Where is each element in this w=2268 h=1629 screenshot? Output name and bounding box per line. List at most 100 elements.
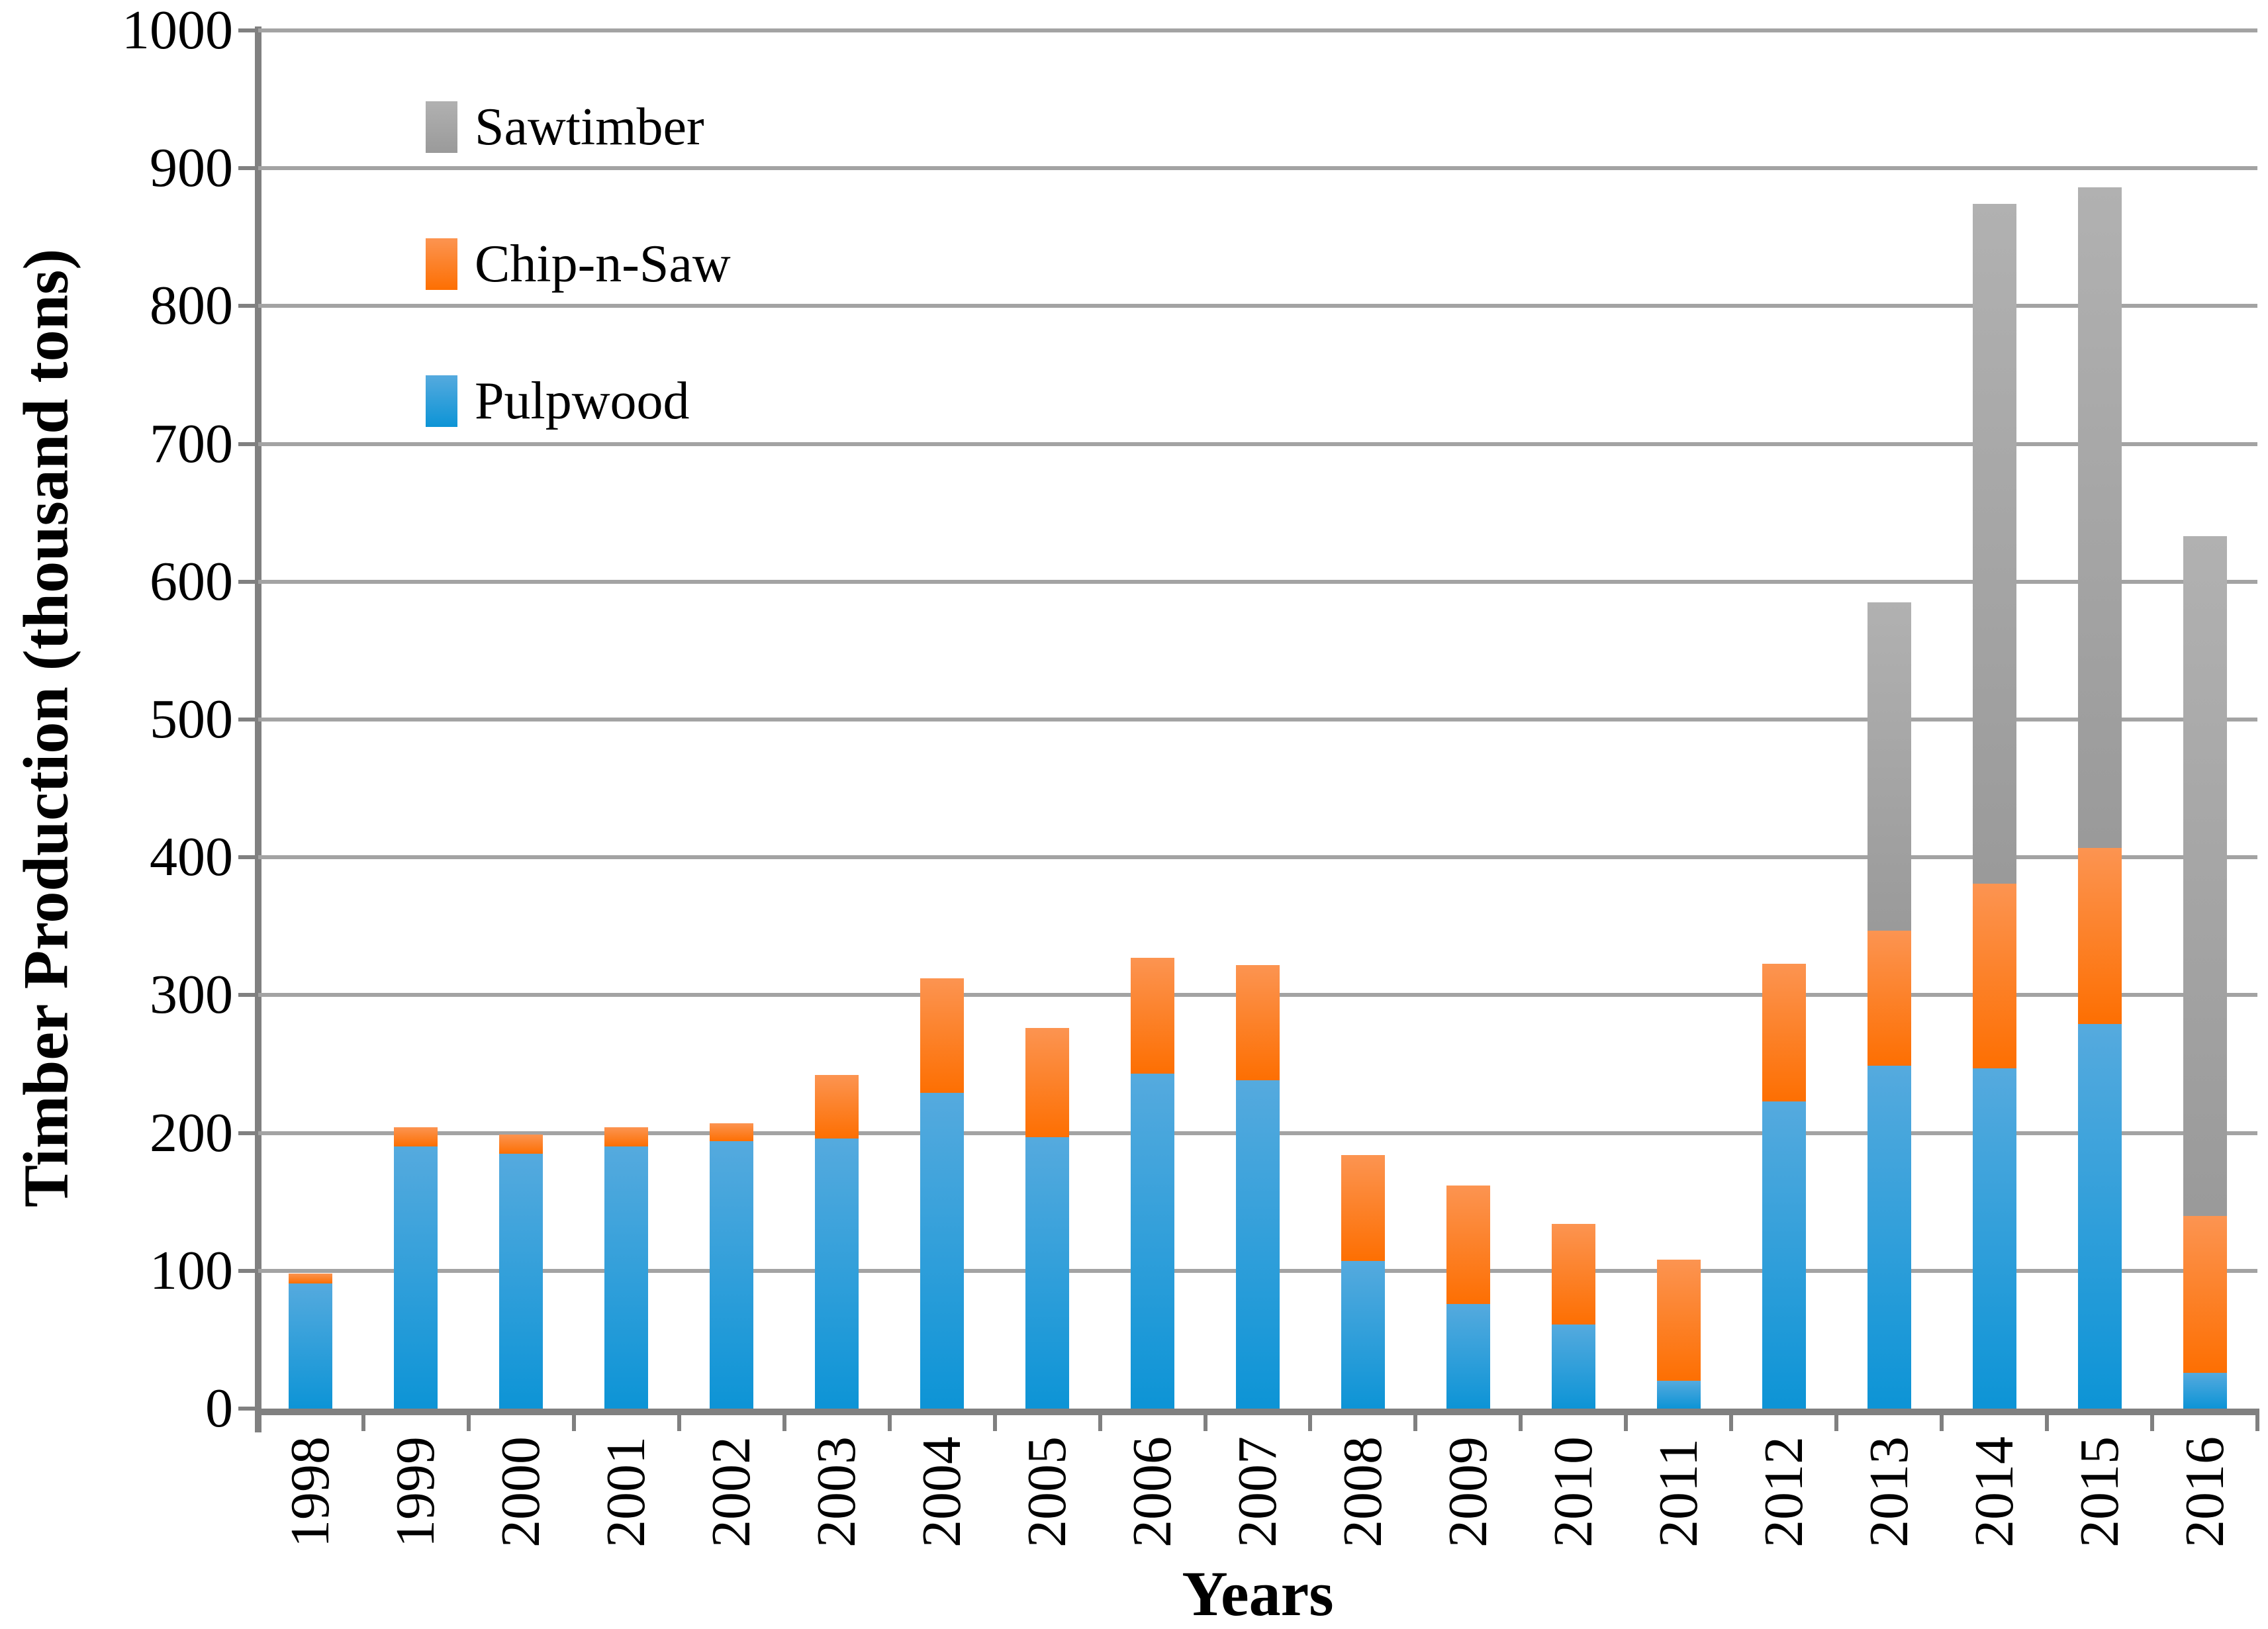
bar-segment-chip-n-saw-2012 (1762, 963, 1806, 1101)
bar-segment-chip-n-saw-2005 (1025, 1028, 1070, 1137)
x-axis-tick-label-2010: 2010 (1542, 1436, 1604, 1548)
bar-segment-chip-n-saw-2010 (1551, 1224, 1595, 1325)
x-axis-tick-label-2006: 2006 (1121, 1436, 1184, 1548)
y-axis-tick (238, 166, 258, 171)
bar-segment-pulpwood-2013 (1867, 1065, 1911, 1409)
y-axis-tick (238, 993, 258, 998)
y-axis-tick (238, 28, 258, 32)
x-axis-tick-label-1998: 1998 (279, 1436, 342, 1548)
bar-segment-chip-n-saw-2003 (815, 1075, 859, 1139)
x-axis-tick (2255, 1409, 2259, 1431)
y-axis-tick (238, 718, 258, 721)
bar-segment-pulpwood-2011 (1656, 1381, 1701, 1409)
bar-segment-pulpwood-2015 (2077, 1024, 2122, 1409)
bar-segment-pulpwood-2006 (1131, 1074, 1175, 1409)
x-axis-tick-label-2016: 2016 (2173, 1436, 2236, 1548)
bar-segment-pulpwood-2008 (1341, 1261, 1385, 1409)
x-axis-tick-label-2001: 2001 (595, 1436, 657, 1548)
bar-segment-pulpwood-2014 (1972, 1068, 2016, 1409)
legend-label: Sawtimber (475, 98, 704, 156)
legend-label: Chip-n-Saw (475, 235, 731, 293)
y-axis-tick (238, 1268, 258, 1273)
x-axis-tick (2150, 1409, 2155, 1431)
bar-segment-chip-n-saw-2011 (1656, 1260, 1701, 1381)
bar-segment-sawtimber-2013 (1867, 602, 1911, 931)
bar-segment-chip-n-saw-2014 (1972, 883, 2016, 1068)
y-axis-tick-label: 400 (150, 826, 233, 888)
bar-segment-chip-n-saw-2015 (2077, 847, 2122, 1025)
bar-segment-pulpwood-2003 (815, 1138, 859, 1409)
x-axis-tick-label-2014: 2014 (1963, 1436, 2025, 1548)
x-axis-tick (887, 1409, 892, 1431)
x-axis-tick (1308, 1409, 1313, 1431)
bar-segment-pulpwood-2010 (1551, 1324, 1595, 1409)
bar-segment-pulpwood-1998 (289, 1283, 333, 1409)
x-axis-tick (1834, 1409, 1839, 1431)
bar-segment-pulpwood-2005 (1025, 1137, 1070, 1409)
x-axis-tick (1413, 1409, 1418, 1431)
y-axis-tick-label: 300 (150, 964, 233, 1026)
x-axis-tick-label-2011: 2011 (1647, 1438, 1709, 1548)
y-axis-tick (238, 1131, 258, 1135)
bar-segment-pulpwood-2016 (2183, 1372, 2227, 1409)
y-axis-tick-label: 800 (150, 275, 233, 337)
gridline-400 (258, 855, 2257, 860)
x-axis-tick (782, 1409, 786, 1431)
x-axis-tick (256, 1409, 260, 1431)
x-axis-tick (1519, 1409, 1523, 1431)
y-axis-line (255, 26, 261, 1432)
bar-segment-pulpwood-2001 (604, 1146, 649, 1409)
bar-segment-chip-n-saw-2009 (1446, 1185, 1490, 1304)
gridline-700 (258, 442, 2257, 446)
legend-item-chip-n-saw: Chip-n-Saw (426, 238, 731, 291)
bar-segment-pulpwood-2009 (1446, 1303, 1490, 1409)
y-axis-tick (238, 304, 258, 308)
x-axis-tick-label-2000: 2000 (490, 1436, 552, 1548)
bar-segment-chip-n-saw-2004 (920, 978, 965, 1094)
gridline-1000 (258, 28, 2257, 32)
x-axis-tick-label-2009: 2009 (1437, 1436, 1499, 1548)
x-axis-tick-label-2004: 2004 (911, 1436, 973, 1548)
bar-segment-chip-n-saw-1998 (289, 1273, 333, 1283)
gridline-500 (258, 718, 2257, 721)
y-axis-tick-label: 600 (150, 550, 233, 612)
legend-swatch-sawtimber (426, 101, 457, 153)
y-axis-tick-label: 500 (150, 688, 233, 750)
x-axis-tick (466, 1409, 471, 1431)
y-axis-tick (238, 442, 258, 446)
x-axis-tick-label-2008: 2008 (1331, 1436, 1394, 1548)
bar-segment-pulpwood-2007 (1236, 1080, 1280, 1409)
bar-segment-chip-n-saw-2001 (604, 1127, 649, 1147)
bar-segment-chip-n-saw-2006 (1131, 958, 1175, 1074)
x-axis-tick (1098, 1409, 1102, 1431)
gridline-900 (258, 166, 2257, 171)
bar-segment-pulpwood-2000 (499, 1153, 543, 1409)
gridline-800 (258, 304, 2257, 308)
bar-segment-chip-n-saw-2013 (1867, 930, 1911, 1066)
y-axis-tick-label: 700 (150, 412, 233, 475)
legend-item-pulpwood: Pulpwood (426, 375, 690, 428)
x-axis-tick (1624, 1409, 1629, 1431)
legend-label: Pulpwood (475, 372, 690, 430)
bar-segment-pulpwood-2004 (920, 1093, 965, 1409)
legend-swatch-chip-n-saw (426, 238, 457, 290)
x-axis-tick (677, 1409, 681, 1431)
x-axis-tick (2045, 1409, 2050, 1431)
gridline-600 (258, 579, 2257, 584)
x-axis-tick-label-2007: 2007 (1227, 1436, 1288, 1548)
y-axis-tick-label: 100 (150, 1239, 233, 1301)
x-axis-line (255, 1409, 2258, 1415)
bar-segment-sawtimber-2016 (2183, 536, 2227, 1216)
x-axis-tick-label-2005: 2005 (1016, 1436, 1078, 1548)
x-axis-tick-label-1999: 1999 (385, 1436, 447, 1548)
x-axis-tick-label-2002: 2002 (700, 1436, 763, 1548)
bar-segment-chip-n-saw-2000 (499, 1134, 543, 1154)
bar-segment-chip-n-saw-1999 (394, 1127, 438, 1147)
bar-segment-chip-n-saw-2016 (2183, 1215, 2227, 1373)
bar-segment-sawtimber-2015 (2077, 187, 2122, 848)
bar-segment-chip-n-saw-2008 (1341, 1154, 1385, 1262)
bar-segment-pulpwood-2012 (1762, 1101, 1806, 1409)
y-axis-tick-label: 1000 (122, 0, 233, 61)
x-axis-tick-label-2003: 2003 (806, 1436, 868, 1548)
y-axis-tick (238, 855, 258, 860)
